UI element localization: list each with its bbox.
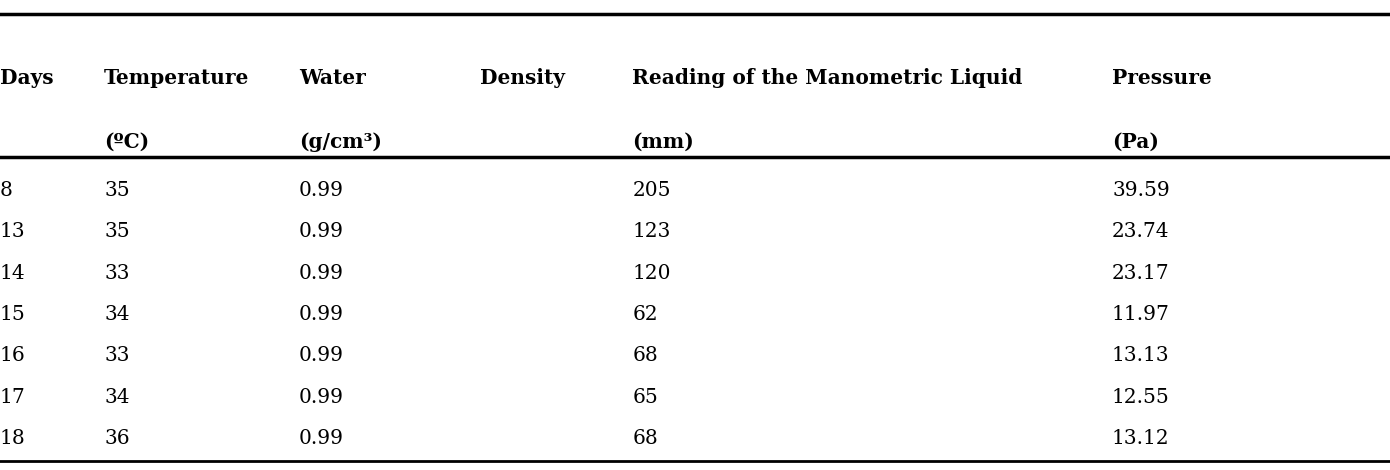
Text: 62: 62 bbox=[632, 305, 657, 324]
Text: 34: 34 bbox=[104, 305, 129, 324]
Text: 13: 13 bbox=[0, 222, 25, 241]
Text: Days: Days bbox=[0, 68, 54, 88]
Text: 34: 34 bbox=[104, 388, 129, 407]
Text: (ºC): (ºC) bbox=[104, 132, 149, 152]
Text: 0.99: 0.99 bbox=[299, 264, 343, 282]
Text: 0.99: 0.99 bbox=[299, 346, 343, 365]
Text: 18: 18 bbox=[0, 429, 26, 448]
Text: 35: 35 bbox=[104, 222, 129, 241]
Text: 0.99: 0.99 bbox=[299, 429, 343, 448]
Text: 13.12: 13.12 bbox=[1112, 429, 1169, 448]
Text: 39.59: 39.59 bbox=[1112, 181, 1170, 200]
Text: 0.99: 0.99 bbox=[299, 181, 343, 200]
Text: 65: 65 bbox=[632, 388, 659, 407]
Text: (Pa): (Pa) bbox=[1112, 132, 1159, 152]
Text: (g/cm³): (g/cm³) bbox=[299, 132, 382, 152]
Text: Density: Density bbox=[480, 68, 564, 88]
Text: 35: 35 bbox=[104, 181, 129, 200]
Text: 205: 205 bbox=[632, 181, 671, 200]
Text: 15: 15 bbox=[0, 305, 26, 324]
Text: 17: 17 bbox=[0, 388, 26, 407]
Text: 0.99: 0.99 bbox=[299, 305, 343, 324]
Text: 36: 36 bbox=[104, 429, 129, 448]
Text: 13.13: 13.13 bbox=[1112, 346, 1169, 365]
Text: 0.99: 0.99 bbox=[299, 222, 343, 241]
Text: Temperature: Temperature bbox=[104, 68, 250, 88]
Text: 68: 68 bbox=[632, 429, 659, 448]
Text: 11.97: 11.97 bbox=[1112, 305, 1170, 324]
Text: 33: 33 bbox=[104, 346, 129, 365]
Text: 123: 123 bbox=[632, 222, 671, 241]
Text: 8: 8 bbox=[0, 181, 13, 200]
Text: 23.74: 23.74 bbox=[1112, 222, 1169, 241]
Text: (mm): (mm) bbox=[632, 132, 694, 152]
Text: 0.99: 0.99 bbox=[299, 388, 343, 407]
Text: Reading of the Manometric Liquid: Reading of the Manometric Liquid bbox=[632, 68, 1023, 88]
Text: 16: 16 bbox=[0, 346, 26, 365]
Text: Water: Water bbox=[299, 68, 366, 88]
Text: 68: 68 bbox=[632, 346, 659, 365]
Text: Pressure: Pressure bbox=[1112, 68, 1212, 88]
Text: 12.55: 12.55 bbox=[1112, 388, 1170, 407]
Text: 23.17: 23.17 bbox=[1112, 264, 1169, 282]
Text: 14: 14 bbox=[0, 264, 25, 282]
Text: 120: 120 bbox=[632, 264, 671, 282]
Text: 33: 33 bbox=[104, 264, 129, 282]
